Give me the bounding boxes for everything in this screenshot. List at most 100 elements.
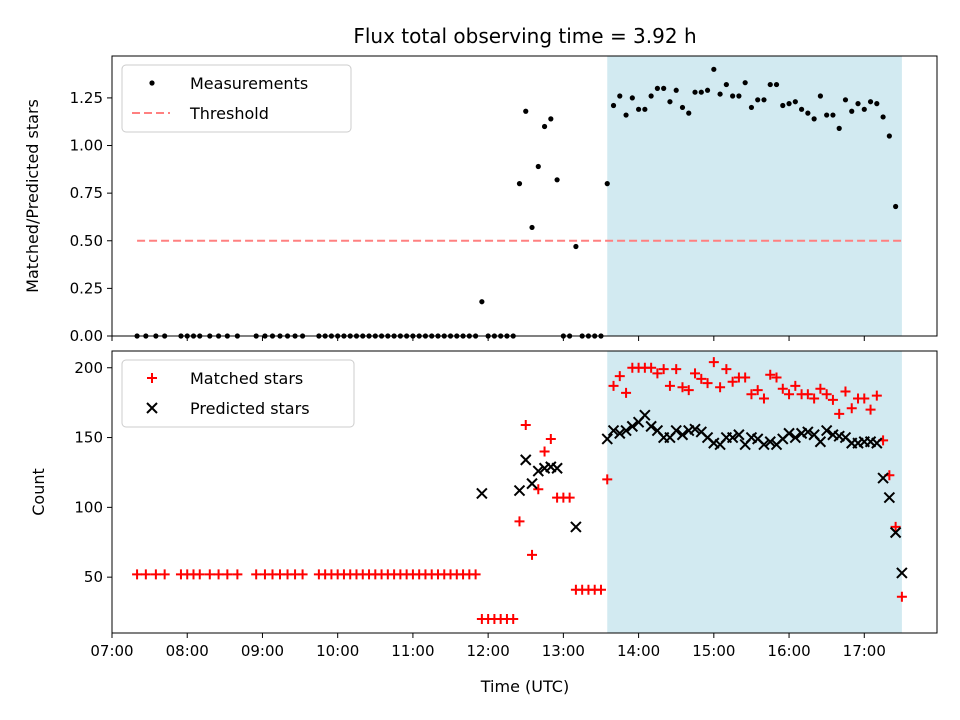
data-point <box>842 97 849 103</box>
data-point <box>836 125 842 131</box>
x-tick-label: 09:00 <box>241 642 284 660</box>
data-point <box>539 446 550 457</box>
data-point <box>671 364 682 375</box>
series-measurements <box>134 66 899 339</box>
data-point <box>746 389 757 400</box>
data-point <box>896 591 907 602</box>
data-point <box>251 569 262 580</box>
data-point <box>664 380 675 391</box>
data-point <box>677 382 688 393</box>
data-point <box>721 364 732 375</box>
data-point <box>752 385 763 396</box>
data-point <box>780 102 786 109</box>
y-tick-label: 0.50 <box>70 232 103 250</box>
data-point <box>297 569 308 580</box>
data-point <box>886 133 892 139</box>
data-point <box>817 93 823 99</box>
data-point <box>526 477 538 490</box>
data-point <box>859 393 870 404</box>
data-point <box>601 433 613 445</box>
y-tick-label: 100 <box>74 498 103 516</box>
y-tick-label: 0.25 <box>70 279 103 297</box>
data-point <box>846 403 857 414</box>
data-point <box>150 569 161 580</box>
data-point <box>623 112 629 118</box>
data-point <box>533 484 544 495</box>
data-point <box>893 203 899 210</box>
y-axis-label-top: Matched/Predicted stars <box>23 99 42 293</box>
data-point <box>809 393 820 404</box>
legend-marker-matched <box>147 373 157 383</box>
data-point <box>867 99 874 105</box>
y-tick-label: 200 <box>74 359 103 377</box>
x-tick-label: 12:00 <box>467 642 510 660</box>
data-point <box>602 474 613 485</box>
x-tick-label: 13:00 <box>542 642 585 660</box>
y-axis-label-bottom: Count <box>29 468 48 516</box>
data-point <box>784 389 795 400</box>
data-point <box>777 383 788 394</box>
data-point <box>479 299 485 305</box>
data-point <box>827 394 838 405</box>
data-point <box>733 429 745 441</box>
data-point <box>661 85 667 91</box>
data-point <box>652 368 663 379</box>
panel-2: 50 100 150 200 07:00 08:00 09:00 10:00 11:00 12:0… <box>74 350 938 660</box>
data-point <box>802 426 814 438</box>
data-point <box>554 177 560 183</box>
data-point <box>648 93 654 99</box>
data-point <box>865 404 876 415</box>
x-tick-label: 10:00 <box>316 642 359 660</box>
observing-interval-shade <box>607 351 902 633</box>
data-point <box>629 95 635 101</box>
data-point <box>723 81 729 88</box>
data-point <box>783 427 795 440</box>
data-point <box>726 431 739 444</box>
data-point <box>767 81 773 88</box>
data-point <box>755 97 761 103</box>
data-point <box>758 438 770 451</box>
data-point <box>529 224 535 231</box>
data-point <box>765 369 776 380</box>
data-point <box>658 364 669 375</box>
data-point <box>711 66 717 72</box>
data-point <box>896 567 908 579</box>
data-point <box>595 584 606 595</box>
data-point <box>159 569 170 580</box>
data-point <box>814 436 827 448</box>
legend-marker-measurements <box>149 80 155 86</box>
data-point <box>222 569 233 580</box>
x-axis-label: Time (UTC) <box>480 677 569 696</box>
data-point <box>715 382 726 393</box>
data-point <box>871 437 883 449</box>
data-point <box>877 472 889 484</box>
y-tick-label: 50 <box>84 568 103 586</box>
x-tick-label: 17:00 <box>843 642 886 660</box>
data-point <box>194 569 205 580</box>
data-point <box>883 491 896 504</box>
data-point <box>541 123 548 130</box>
data-point <box>679 104 686 111</box>
legend: Matched stars Predicted stars <box>121 359 355 428</box>
y-tick-label: 150 <box>74 429 103 447</box>
legend-box <box>121 64 352 133</box>
legend-marker-predicted <box>146 402 158 414</box>
data-point <box>736 93 742 99</box>
data-point <box>764 436 776 448</box>
data-point <box>815 383 826 394</box>
data-point <box>890 521 901 532</box>
data-point <box>545 433 556 444</box>
data-point <box>570 521 582 533</box>
data-point <box>639 409 651 421</box>
data-point <box>889 526 902 539</box>
data-point <box>204 569 215 580</box>
data-point <box>642 106 648 112</box>
legend-box <box>121 359 355 428</box>
data-point <box>874 101 880 107</box>
data-point <box>811 116 817 122</box>
data-point <box>516 181 523 187</box>
data-point <box>614 427 626 440</box>
data-point <box>673 87 679 93</box>
data-point <box>520 419 531 430</box>
data-point <box>717 91 723 97</box>
